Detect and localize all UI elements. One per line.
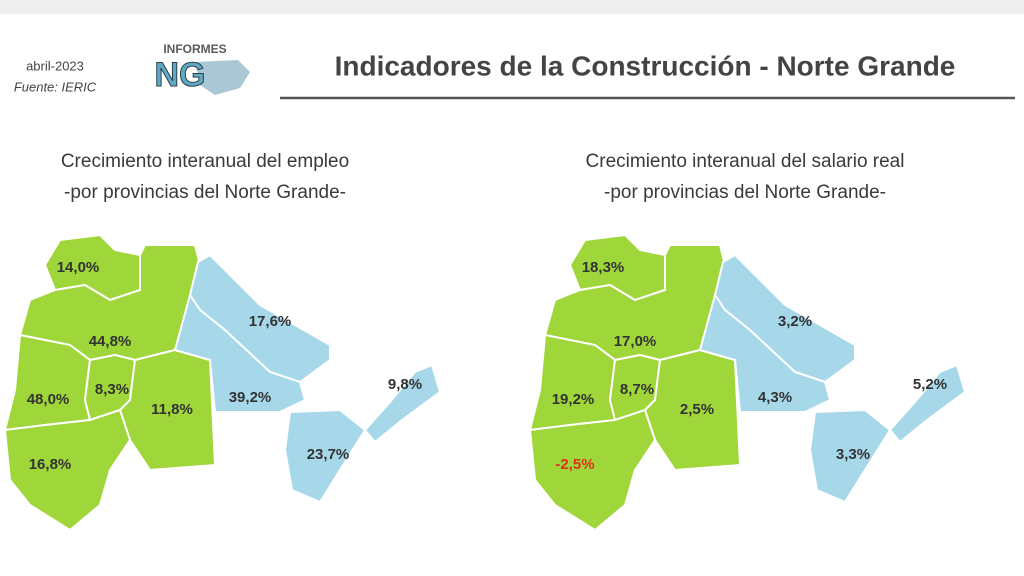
- province-label: 3,3%: [836, 446, 870, 463]
- province-label: 2,5%: [680, 401, 714, 418]
- province-label: 19,2%: [552, 391, 595, 408]
- province-label: 23,7%: [307, 446, 350, 463]
- province-label: 8,7%: [620, 381, 654, 398]
- source: Fuente: IERIC: [14, 79, 97, 94]
- province-label: 8,3%: [95, 381, 129, 398]
- province-label: 5,2%: [913, 376, 947, 393]
- logo-text: NG: [155, 56, 206, 94]
- map-subtitle: -por provincias del Norte Grande-: [604, 182, 886, 203]
- logo-top: INFORMES: [163, 42, 226, 56]
- province-label: 9,8%: [388, 376, 422, 393]
- map-title: Crecimiento interanual del empleo: [61, 151, 349, 172]
- province-label: 4,3%: [758, 389, 792, 406]
- map-title: Crecimiento interanual del salario real: [586, 151, 905, 172]
- province-label: 16,8%: [29, 456, 72, 473]
- province-label: 44,8%: [89, 333, 132, 350]
- title: Indicadores de la Construcción - Norte G…: [335, 50, 956, 81]
- province: [3, 333, 92, 432]
- logo-shape: [195, 60, 250, 95]
- province-label: -2,5%: [555, 456, 594, 473]
- province: [283, 408, 367, 504]
- province: [3, 408, 132, 532]
- province-label: 3,2%: [778, 313, 812, 330]
- province: [528, 333, 617, 432]
- logo: INFORMES NG: [154, 42, 250, 95]
- maps: 14,0% 44,8% 48,0% 8,3% 11,8% 16,8% 17,6% 39,2% 2…: [3, 233, 967, 532]
- province-label: 39,2%: [229, 389, 272, 406]
- province-label: 11,8%: [151, 401, 193, 418]
- province-label: 14,0%: [57, 259, 100, 276]
- province: [698, 292, 832, 413]
- top-strip: [0, 0, 1024, 14]
- province: [173, 292, 307, 413]
- province-label: 17,6%: [249, 313, 292, 330]
- province-label: 48,0%: [27, 391, 70, 408]
- province: [363, 363, 442, 444]
- province: [528, 408, 657, 532]
- province-label: 17,0%: [614, 333, 657, 350]
- province-map: 14,0% 44,8% 48,0% 8,3% 11,8% 16,8% 17,6% 39,2% 2…: [3, 233, 442, 532]
- date: abril-2023: [26, 58, 84, 73]
- province: [808, 408, 892, 504]
- map-subtitle: -por provincias del Norte Grande-: [64, 182, 346, 203]
- province: [888, 363, 967, 444]
- province-label: 18,3%: [582, 259, 625, 276]
- province-map: 18,3% 17,0% 19,2% 8,7% 2,5% -2,5% 3,2% 4,3% 3,3%…: [528, 233, 967, 532]
